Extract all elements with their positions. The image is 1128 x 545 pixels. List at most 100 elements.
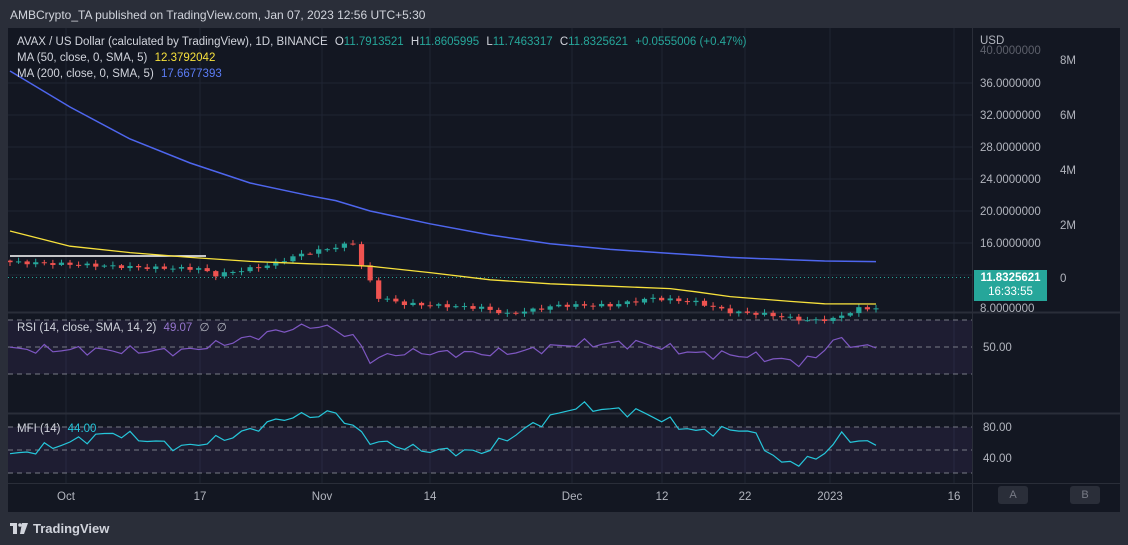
candle-body[interactable] [847,313,853,316]
ma50-legend[interactable]: MA (50, close, 0, SMA, 5) 12.3792042 [17,52,215,64]
candle-body[interactable] [701,300,708,306]
candle-body[interactable] [864,307,871,310]
tradingview-logo[interactable]: TradingView [10,521,109,536]
candle-body[interactable] [796,316,802,321]
candle-body[interactable] [487,306,493,310]
candle-body[interactable] [84,263,90,266]
candle-body[interactable] [324,249,330,251]
candle-body[interactable] [350,243,356,245]
candle-body[interactable] [41,262,47,264]
candle-body[interactable] [590,305,596,307]
candle-body[interactable] [530,308,536,312]
candle-body[interactable] [67,262,73,265]
candle-body[interactable] [256,267,262,269]
candle-body[interactable] [393,298,399,302]
candle-body[interactable] [367,265,373,281]
price-axis[interactable]: USD 40.0000000 36.0000000 32.0000000 28.… [980,35,1076,465]
ma200-line[interactable] [9,70,877,263]
candle-body[interactable] [581,304,588,306]
candle-body[interactable] [401,301,408,306]
candle-body[interactable] [813,319,819,321]
b-button[interactable]: B [1070,486,1100,504]
time-axis[interactable]: Oct 17 Nov 14 Dec 12 22 2023 16 [57,491,960,503]
candle-body[interactable] [461,306,468,308]
candle-body[interactable] [230,271,236,273]
candle-body[interactable] [641,298,648,303]
candle-body[interactable] [744,311,750,313]
candle-body[interactable] [770,312,776,317]
ma50-line[interactable] [9,230,877,305]
candle-body[interactable] [384,298,390,300]
candle-body[interactable] [504,312,510,314]
candle-body[interactable] [710,305,716,307]
candle-body[interactable] [444,304,450,308]
candle-body[interactable] [839,315,845,318]
candle-body[interactable] [873,308,879,310]
candle-body[interactable] [821,319,828,321]
candle-body[interactable] [659,297,665,301]
candle-body[interactable] [753,312,759,315]
candle-body[interactable] [599,303,605,307]
candle-body[interactable] [161,266,167,269]
candle-body[interactable] [804,320,811,322]
candle-body[interactable] [204,268,210,272]
symbol-legend[interactable]: AVAX / US Dollar (calculated by TradingV… [17,36,747,48]
rsi-legend[interactable]: RSI (14, close, SMA, 14, 2) 49.07 ∅ ∅ [17,320,227,334]
candle-body[interactable] [136,265,142,268]
candle-body[interactable] [427,305,433,307]
candle-body[interactable] [127,265,133,269]
candle-body[interactable] [153,266,159,269]
candle-body[interactable] [358,244,365,266]
candle-body[interactable] [118,265,125,269]
candle-body[interactable] [539,308,545,310]
candle-body[interactable] [676,298,682,302]
chart-area[interactable]: USD 40.0000000 36.0000000 32.0000000 28.… [8,28,1120,512]
auto-scale-button[interactable]: A [998,486,1028,504]
candle-body[interactable] [856,307,862,314]
candle-body[interactable] [307,253,313,255]
candle-body[interactable] [616,304,622,307]
candle-body[interactable] [453,306,459,308]
candle-body[interactable] [316,249,322,254]
candle-body[interactable] [273,261,279,266]
candle-body[interactable] [719,306,725,309]
candle-body[interactable] [178,267,185,269]
candle-body[interactable] [101,265,107,267]
candle-body[interactable] [144,267,150,269]
mfi-line[interactable] [9,400,877,467]
candle-body[interactable] [633,301,639,303]
candle-body[interactable] [418,302,425,306]
ma200-legend[interactable]: MA (200, close, 0, SMA, 5) 17.6677393 [17,68,222,80]
candle-body[interactable] [564,304,570,307]
candle-body[interactable] [196,268,202,270]
candle-body[interactable] [221,272,227,277]
candle-body[interactable] [15,261,22,263]
candle-body[interactable] [556,304,562,307]
candle-body[interactable] [170,268,176,270]
candle-body[interactable] [478,306,485,309]
candle-body[interactable] [290,256,296,262]
candle-body[interactable] [513,312,519,314]
candle-body[interactable] [436,304,442,306]
candles[interactable] [8,240,879,325]
candle-body[interactable] [787,316,793,318]
candle-body[interactable] [341,243,347,248]
candle-body[interactable] [573,304,579,307]
rsi-line[interactable] [9,323,877,368]
candle-body[interactable] [110,265,116,267]
candle-body[interactable] [24,261,30,265]
candle-body[interactable] [736,311,742,314]
candle-body[interactable] [470,306,476,309]
candle-body[interactable] [187,267,193,270]
candle-body[interactable] [264,265,270,268]
candle-body[interactable] [213,271,219,277]
candle-body[interactable] [727,308,733,314]
candle-body[interactable] [779,316,785,318]
candle-body[interactable] [410,302,416,306]
candle-body[interactable] [33,262,39,265]
candle-body[interactable] [58,262,65,265]
candle-body[interactable] [684,301,690,303]
candle-body[interactable] [75,264,82,266]
candle-body[interactable] [93,263,99,267]
candle-body[interactable] [333,247,339,250]
